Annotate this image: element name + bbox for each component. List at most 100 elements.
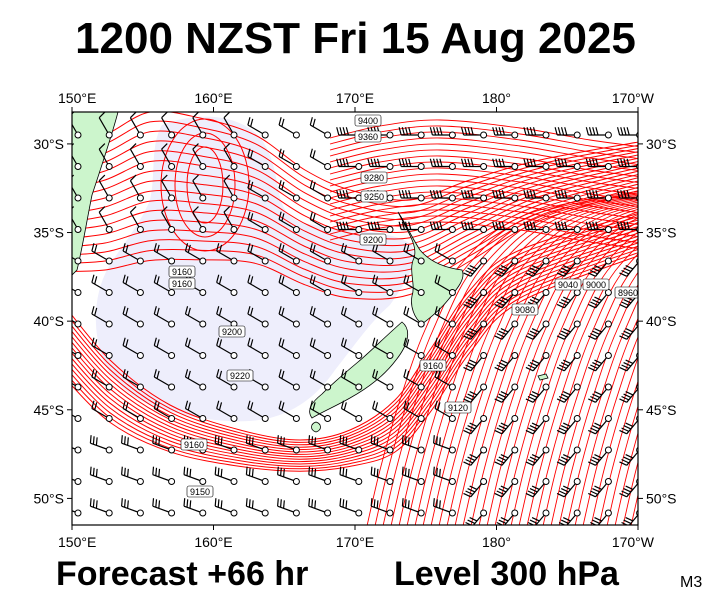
wind-barb [223,112,238,139]
wind-barb [429,190,456,202]
svg-text:9160: 9160 [172,279,192,289]
contour-label: 9200 [218,325,246,338]
contour-line [470,211,638,525]
wind-barb [161,112,176,139]
wind-barb [91,274,113,296]
wind-barb [434,400,456,422]
chart-title: 1200 NZST Fri 15 Aug 2025 [75,14,636,63]
contour-line [534,253,638,525]
contour-line [72,252,638,470]
svg-text:9250: 9250 [364,192,384,202]
wind-barb [91,400,113,422]
contour-line [72,150,638,227]
lon-label-top: 160°E [194,90,232,106]
lat-label-right: 45°S [646,402,677,418]
wind-barb [585,190,612,202]
wind-barb [161,206,176,233]
wind-barb [216,243,238,265]
wind-barb [340,400,363,422]
contour-line [329,137,638,165]
wind-barb [153,369,176,391]
wind-barb [216,337,238,359]
wind-barb [72,351,82,359]
wind-barb [585,127,612,139]
wind-barb [278,211,300,233]
wind-barb [278,117,300,139]
contour-label: 9000 [582,278,610,291]
wind-barb [557,509,581,525]
contour-label: 9040 [554,278,582,291]
svg-text:9120: 9120 [448,403,468,413]
wind-barb [183,498,207,517]
lat-label-right: 50°S [646,490,677,506]
svg-text:9200: 9200 [363,235,383,245]
wind-barb [184,337,207,359]
contour-line [72,112,638,201]
contour-line [329,149,638,177]
wind-barb [89,435,113,454]
lon-label-top: 180° [482,90,511,106]
wind-barb [463,415,488,435]
wind-barb [372,306,394,328]
contour-line [438,203,638,525]
wind-barb [72,174,82,202]
wind-barb [429,158,456,170]
model-code: M3 [680,574,703,591]
wind-barb [554,221,581,233]
wind-barb [367,158,394,170]
wind-barb [129,206,144,233]
wind-barb [523,127,550,139]
svg-text:9080: 9080 [515,305,535,315]
wind-barb [122,243,144,265]
wind-barb [494,478,519,498]
wind-barb [98,206,113,233]
contour-line [72,229,638,453]
wind-barb [89,466,113,485]
svg-text:9000: 9000 [586,280,606,290]
wind-barb [588,383,612,403]
wind-barb [619,352,638,372]
wind-barb [556,415,581,435]
lon-label-bottom: 170°E [336,534,374,550]
wind-barb [308,435,332,454]
wind-barb [585,221,612,233]
wind-barb [216,369,238,391]
wind-barb [525,257,550,277]
contour-line [72,164,638,247]
wind-barb [463,257,488,277]
wind-barb [122,369,144,391]
lat-label-left: 50°S [33,490,64,506]
wind-barb [588,352,612,372]
contour-line [494,221,638,525]
wind-barb [214,435,238,454]
svg-text:8960: 8960 [618,288,638,298]
wind-barb [556,257,581,277]
wind-barb [122,400,144,422]
contour-line [606,404,638,525]
wind-barb [523,221,550,233]
wind-barb [309,369,332,391]
contour-label: 8960 [614,286,638,299]
wind-barb [433,435,456,454]
wind-barb [340,274,363,296]
wind-barb [153,337,176,359]
wind-barb [525,446,550,466]
wind-barb [616,221,638,233]
wind-barb [403,243,425,265]
contour-line [72,216,638,443]
wind-barb [401,498,425,517]
wind-barb [588,320,612,340]
svg-text:9220: 9220 [230,371,250,381]
wind-barb [153,274,176,296]
lat-label-left: 35°S [33,225,64,241]
wind-barb [403,337,425,359]
contour-label: 9400 [354,114,382,127]
contour-line [72,170,638,260]
wind-barb [192,174,207,202]
wind-barb [523,158,550,170]
contour-line [72,242,638,463]
contour-line [329,155,638,183]
lat-label-right: 40°S [646,313,677,329]
wind-barb [492,158,519,170]
wind-barb [278,400,300,422]
